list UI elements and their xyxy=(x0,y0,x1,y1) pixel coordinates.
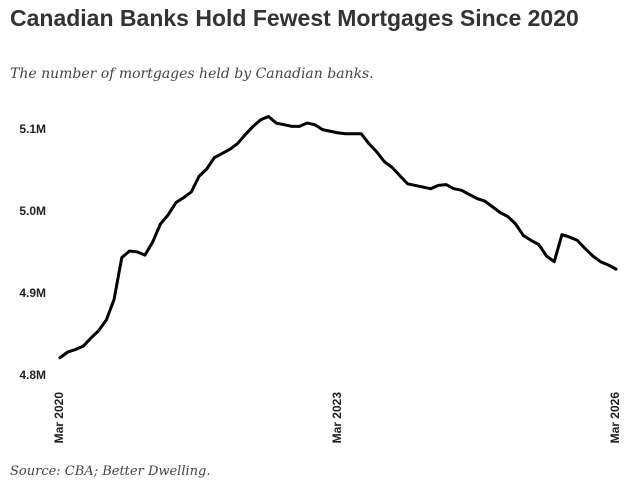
y-tick-label: 4.8M xyxy=(19,368,46,382)
x-tick-label: Mar 2023 xyxy=(330,392,344,444)
chart-subtitle: The number of mortgages held by Canadian… xyxy=(10,66,374,82)
x-tick-label: Mar 2026 xyxy=(608,392,622,444)
source-note: Source: CBA; Better Dwelling. xyxy=(10,464,211,479)
x-tick-label: Mar 2020 xyxy=(52,392,66,444)
y-tick-label: 5.0M xyxy=(19,204,46,218)
chart-title: Canadian Banks Hold Fewest Mortgages Sin… xyxy=(10,5,579,31)
data-line xyxy=(58,114,618,360)
y-tick-label: 4.9M xyxy=(19,286,46,300)
y-tick-label: 5.1M xyxy=(19,122,46,136)
